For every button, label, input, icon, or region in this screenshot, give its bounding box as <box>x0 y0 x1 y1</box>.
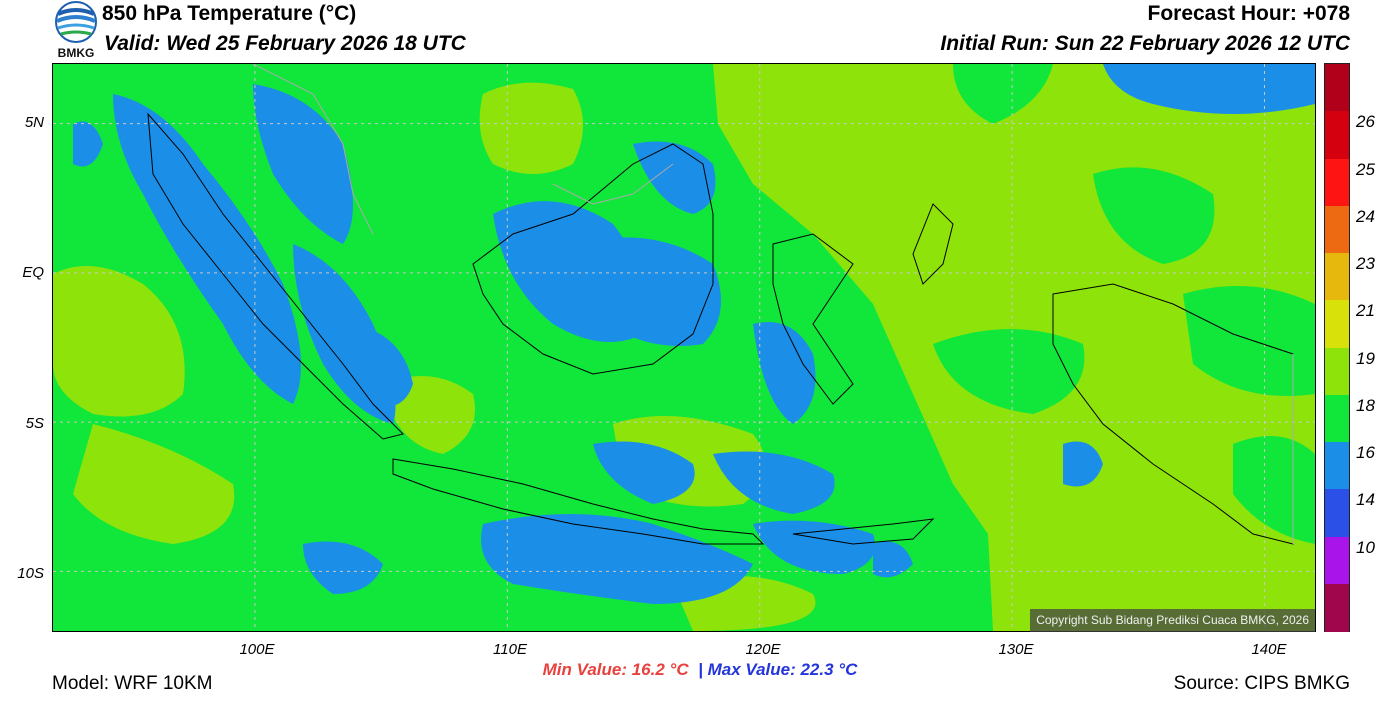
bmkg-logo: BMKG <box>52 0 100 62</box>
grid-lines <box>53 64 1315 631</box>
map-title: 850 hPa Temperature (°C) <box>102 2 357 25</box>
colorbar-segment <box>1325 394 1349 443</box>
colorbar-segment <box>1325 253 1349 301</box>
coastlines <box>147 112 1294 545</box>
valid-time: Valid: Wed 25 February 2026 18 UTC <box>104 32 466 55</box>
colorbar-label: 19 <box>1356 348 1375 368</box>
lat-label-eq: EQ <box>22 264 44 281</box>
colorbar-segment <box>1325 64 1349 112</box>
lon-label-140e: 140E <box>1251 641 1287 658</box>
lon-label-100e: 100E <box>239 641 275 658</box>
map-canvas <box>53 64 1315 631</box>
colorbar-segment <box>1325 111 1349 159</box>
max-value: Max Value: 22.3 °C <box>707 660 858 679</box>
lon-label-110e: 110E <box>493 641 527 658</box>
colorbar-segment <box>1325 583 1349 632</box>
lat-label-5n: 5N <box>24 114 44 131</box>
copyright-note: Copyright Sub Bidang Prediksi Cuaca BMKG… <box>1030 609 1315 632</box>
colorbar-segment <box>1325 442 1349 490</box>
initial-run: Initial Run: Sun 22 February 2026 12 UTC <box>940 32 1350 55</box>
lat-label-5s: 5S <box>25 415 44 432</box>
colorbar-label: 24 <box>1356 206 1375 226</box>
logo-text: BMKG <box>57 46 95 60</box>
colorbar-label: 18 <box>1356 395 1375 415</box>
source-label: Source: CIPS BMKG <box>1173 673 1350 694</box>
colorbar <box>1324 63 1350 632</box>
lon-label-120e: 120E <box>745 641 781 658</box>
colorbar-segment <box>1325 347 1349 396</box>
colorbar-segment <box>1325 536 1349 585</box>
colorbar-label: 21 <box>1356 301 1375 321</box>
min-value: Min Value: 16.2 °C <box>542 660 689 679</box>
colorbar-segment <box>1325 205 1349 254</box>
value-separator: | <box>698 660 703 679</box>
colorbar-label: 14 <box>1356 490 1375 510</box>
min-max-values: Min Value: 16.2 °C | Max Value: 22.3 °C <box>0 660 1400 680</box>
colorbar-label: 16 <box>1356 443 1375 462</box>
temperature-map <box>52 63 1316 632</box>
lat-label-10s: 10S <box>17 565 44 582</box>
green-patches <box>933 64 1315 544</box>
colorbar-label: 25 <box>1356 159 1375 179</box>
borders <box>252 64 1294 544</box>
colorbar-label: 26 <box>1356 112 1375 132</box>
colorbar-segment <box>1325 158 1349 207</box>
colorbar-segment <box>1325 489 1349 537</box>
colorbar-label: 23 <box>1356 254 1375 273</box>
forecast-hour: Forecast Hour: +078 <box>1147 2 1351 25</box>
model-label: Model: WRF 10KM <box>52 673 213 694</box>
colorbar-segment <box>1325 300 1349 348</box>
lon-label-130e: 130E <box>998 641 1034 658</box>
colorbar-label: 10 <box>1356 537 1375 557</box>
